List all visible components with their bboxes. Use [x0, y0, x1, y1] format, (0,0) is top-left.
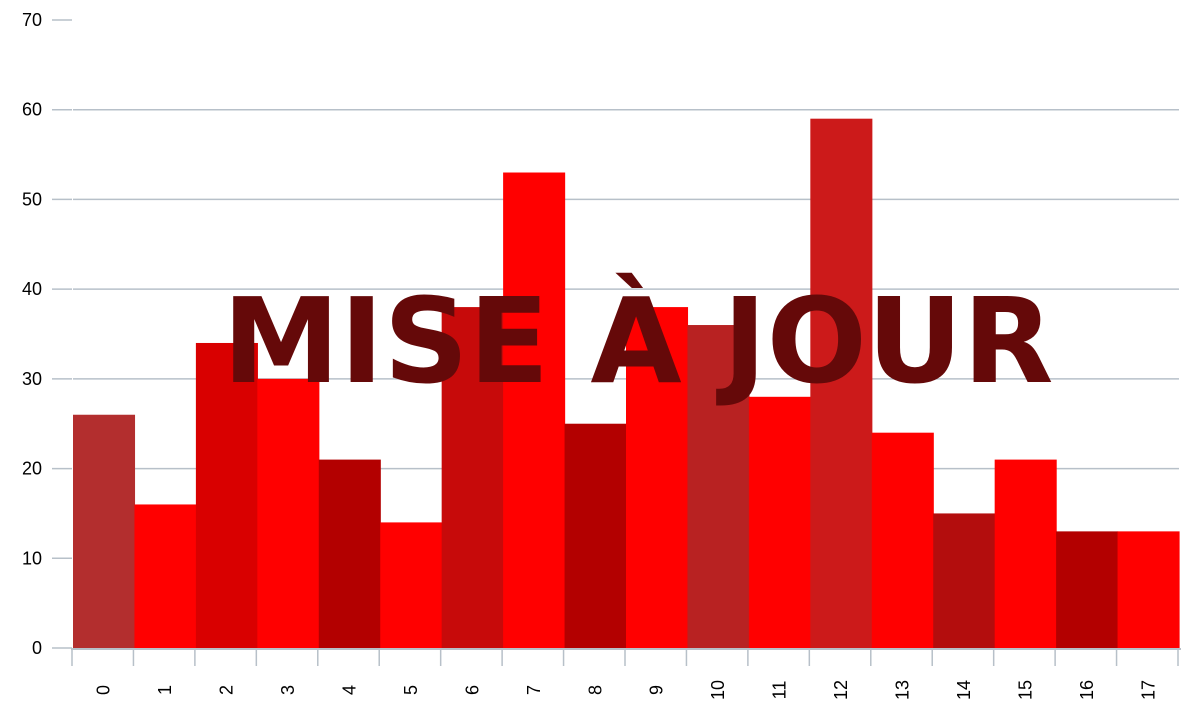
- bar: [380, 522, 443, 648]
- y-tick-label: 50: [22, 189, 42, 209]
- bar: [318, 459, 381, 648]
- y-tick-label: 30: [22, 369, 42, 389]
- x-tick-label: 6: [462, 685, 482, 695]
- bar: [748, 396, 811, 648]
- x-tick-label: 7: [524, 685, 544, 695]
- bar: [994, 459, 1057, 648]
- x-tick-label: 15: [1015, 680, 1035, 700]
- y-tick-label: 70: [22, 10, 42, 30]
- x-tick-label: 16: [1077, 680, 1097, 700]
- bar: [1056, 531, 1119, 648]
- y-tick-labels: 0 10 20 30 40 50 60 70: [22, 10, 72, 658]
- bar: [687, 325, 750, 648]
- bar: [810, 118, 873, 648]
- x-tick-label: 12: [831, 680, 851, 700]
- bars: [73, 118, 1180, 648]
- bar: [73, 414, 136, 648]
- x-tick-label: 13: [893, 680, 913, 700]
- x-tick-label: 2: [217, 685, 237, 695]
- bar: [933, 513, 996, 648]
- bar: [134, 504, 197, 648]
- x-tick-label: 10: [708, 680, 728, 700]
- x-tick-label: 8: [585, 685, 605, 695]
- x-tick-label: 5: [401, 685, 421, 695]
- x-tick-label: 11: [770, 681, 790, 700]
- x-tick-label: 17: [1138, 680, 1158, 700]
- y-tick-label: 40: [22, 279, 42, 299]
- bar: [503, 172, 566, 648]
- x-tick-label: 0: [94, 685, 114, 695]
- bar: [257, 378, 320, 648]
- bar: [441, 307, 504, 648]
- bar: [871, 432, 934, 648]
- bar: [564, 423, 627, 648]
- x-tick-label: 14: [954, 680, 974, 700]
- x-tick-labels: 0 1 2 3 4 5 6 7 8 9 10 11 12 13 14 15 16 17: [71, 649, 1179, 700]
- y-tick-label: 60: [22, 100, 42, 120]
- overlay-stamp-text: MISE À JOUR: [222, 272, 1053, 410]
- y-tick-label: 10: [22, 548, 42, 568]
- x-tick-label: 1: [155, 685, 175, 695]
- x-tick-label: 4: [340, 685, 360, 695]
- bar: [1117, 531, 1180, 648]
- bar: [626, 307, 689, 648]
- x-tick-label: 9: [647, 685, 667, 695]
- y-tick-label: 20: [22, 459, 42, 479]
- bar: [195, 342, 258, 648]
- x-tick-label: 3: [278, 685, 298, 695]
- y-tick-label: 0: [32, 638, 42, 658]
